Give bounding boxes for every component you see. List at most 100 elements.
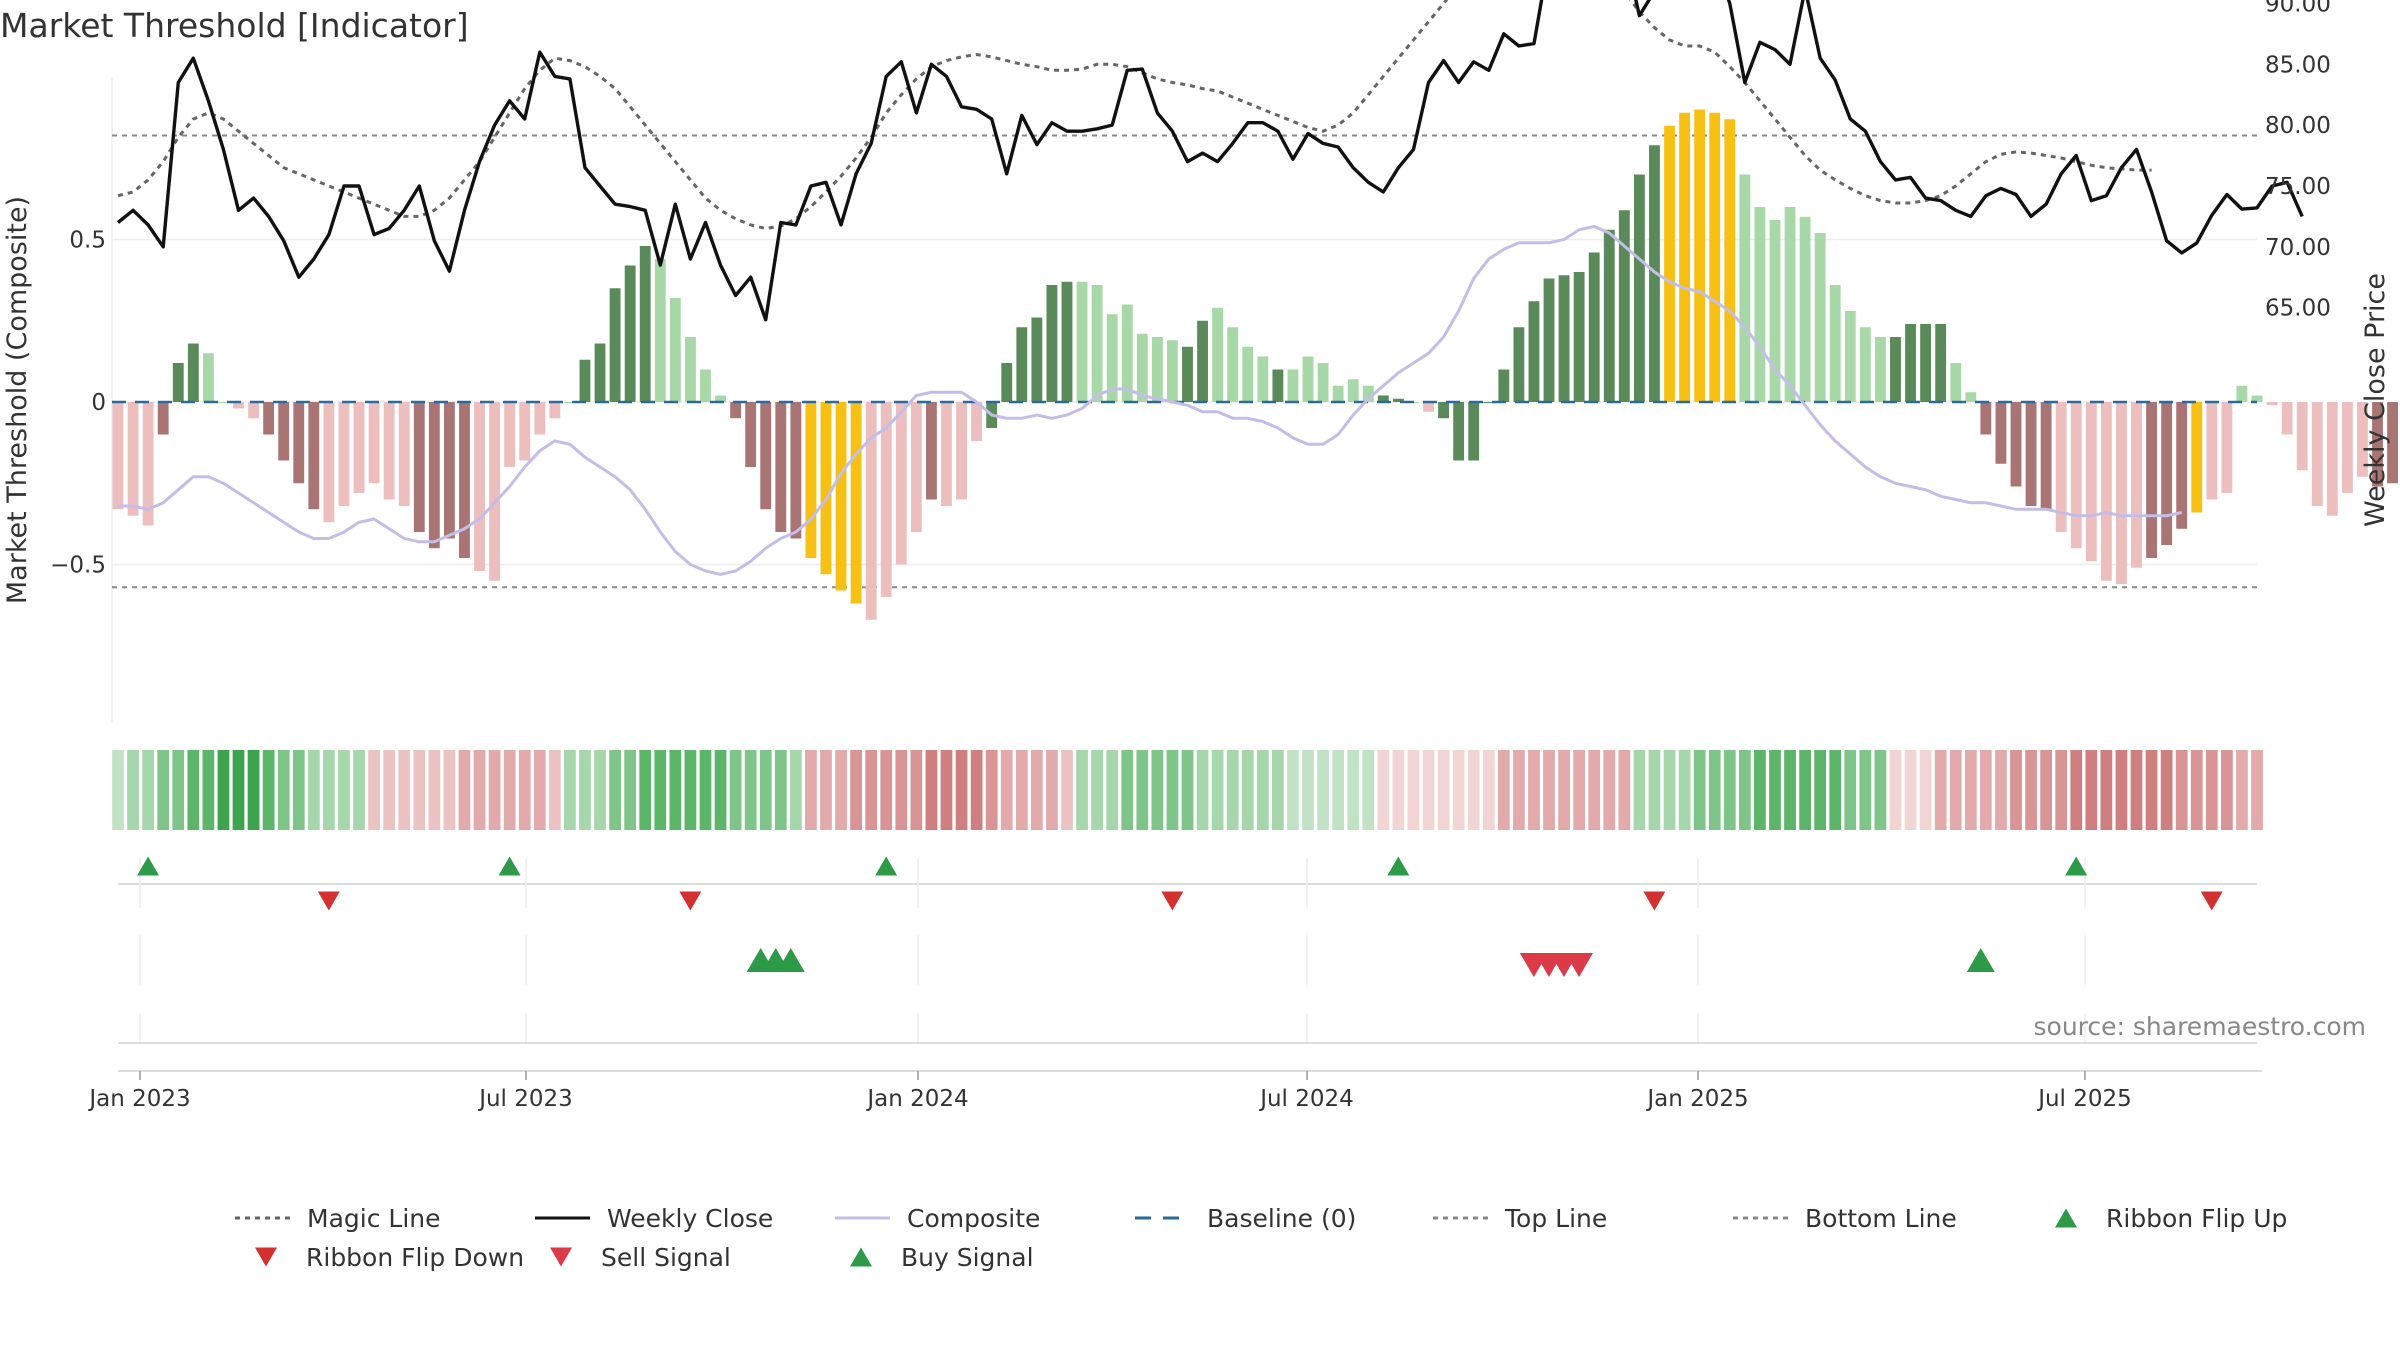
- legend-marker: [850, 1247, 872, 1267]
- composite-bar: [534, 402, 546, 435]
- y-right-tick: 70.00: [2265, 235, 2331, 261]
- composite-bar: [1739, 174, 1751, 402]
- composite-bar: [2146, 402, 2157, 558]
- ribbon-cell: [1121, 750, 1134, 830]
- composite-bar: [2161, 402, 2173, 545]
- ribbon-cell: [1347, 750, 1360, 830]
- composite-bar: [1272, 369, 1284, 402]
- ribbon-cell: [1799, 750, 1811, 830]
- composite-bar: [624, 265, 636, 402]
- sell-signal-marker: [1565, 952, 1594, 978]
- composite-bar: [564, 402, 576, 403]
- ribbon-cell: [1949, 750, 1962, 830]
- composite-bar: [2266, 402, 2278, 406]
- ribbon-cell: [142, 750, 155, 830]
- composite-bar: [218, 402, 229, 403]
- composite-bar: [2040, 402, 2052, 510]
- ribbon-cell: [2070, 750, 2083, 830]
- composite-bar: [2387, 402, 2398, 484]
- composite-bar: [1151, 337, 1163, 402]
- ribbon-cell: [805, 750, 817, 830]
- composite-bar: [609, 288, 621, 402]
- ribbon-cell: [488, 750, 501, 830]
- y-right-tick: 75.00: [2265, 174, 2331, 200]
- ribbon-cell: [157, 750, 170, 830]
- ribbon-cell: [699, 750, 712, 830]
- ribbon-cell: [1196, 750, 1209, 830]
- composite-bar: [1317, 363, 1329, 402]
- ribbon-flip-down-marker: [317, 891, 340, 911]
- ribbon-cell: [277, 750, 290, 830]
- composite-bar: [895, 402, 907, 565]
- ribbon-cell: [1919, 750, 1932, 830]
- composite-bar: [2296, 402, 2308, 471]
- ribbon-cell: [2220, 750, 2233, 830]
- y-right-tick: 65.00: [2265, 296, 2331, 322]
- ribbon-cell: [1046, 750, 1058, 830]
- composite-bar: [639, 246, 651, 402]
- x-tick-label: Jul 2024: [1258, 1086, 1354, 1112]
- ribbon-cell: [473, 750, 486, 830]
- ribbon-cell: [172, 750, 185, 830]
- composite-bar: [1965, 392, 1977, 402]
- composite-bar: [172, 363, 184, 402]
- legend-label: Top Line: [1504, 1204, 1607, 1233]
- ribbon-cell: [910, 750, 923, 830]
- ribbon-cell: [579, 750, 591, 830]
- ribbon-cell: [1904, 750, 1917, 830]
- ribbon-cell: [1015, 750, 1028, 830]
- composite-bar: [1709, 112, 1721, 402]
- composite-bar: [2251, 395, 2263, 402]
- ribbon-cell: [774, 750, 787, 830]
- ribbon-cell: [970, 750, 983, 830]
- legend-marker: [255, 1247, 277, 1267]
- composite-bar: [157, 402, 169, 435]
- composite-bar: [1453, 402, 1465, 461]
- ribbon-cell: [1693, 750, 1706, 830]
- composite-bar: [2010, 402, 2022, 487]
- composite-bar: [1136, 333, 1148, 402]
- composite-bar: [293, 402, 305, 484]
- composite-bar: [1197, 320, 1208, 402]
- ribbon-cell: [1482, 750, 1495, 830]
- ribbon-cell: [398, 750, 411, 830]
- composite-bar: [790, 402, 802, 539]
- composite-bar: [1724, 119, 1736, 402]
- x-tick-label: Jul 2023: [477, 1086, 573, 1112]
- ribbon-cell: [1723, 750, 1736, 830]
- ribbon-cell: [1979, 750, 1992, 830]
- composite-bar: [2070, 402, 2082, 549]
- composite-bar: [519, 402, 531, 461]
- ribbon-cell: [1588, 750, 1601, 830]
- composite-bar: [865, 402, 877, 620]
- composite-bar: [2176, 402, 2188, 529]
- composite-bar: [941, 402, 952, 506]
- ribbon-cell: [338, 750, 350, 830]
- composite-bar: [1679, 112, 1691, 402]
- composite-bar: [278, 402, 290, 461]
- ribbon-cell: [1995, 750, 2007, 830]
- ribbon-cell: [895, 750, 908, 830]
- ribbon-flip-up-marker: [2065, 856, 2088, 876]
- ribbon-cell: [2040, 750, 2052, 830]
- composite-bar: [1287, 369, 1299, 402]
- ribbon-cell: [292, 750, 305, 830]
- legend-label: Magic Line: [307, 1204, 441, 1233]
- ribbon-flip-up-marker: [137, 856, 160, 876]
- legend-label: Buy Signal: [901, 1243, 1034, 1272]
- composite-bar: [1784, 207, 1796, 402]
- composite-bar: [1167, 340, 1178, 402]
- ribbon-cell: [1738, 750, 1751, 830]
- ribbon-cell: [940, 750, 953, 830]
- composite-bar: [684, 337, 696, 402]
- ribbon-cell: [1829, 750, 1842, 830]
- composite-bar: [2206, 402, 2218, 500]
- composite-bar: [1468, 402, 1480, 461]
- ribbon-cell: [714, 750, 727, 830]
- ribbon-cell: [1874, 750, 1887, 830]
- composite-bar: [1543, 278, 1555, 402]
- composite-bar: [1031, 317, 1043, 402]
- composite-bar: [474, 402, 485, 571]
- composite-line: [118, 224, 2183, 576]
